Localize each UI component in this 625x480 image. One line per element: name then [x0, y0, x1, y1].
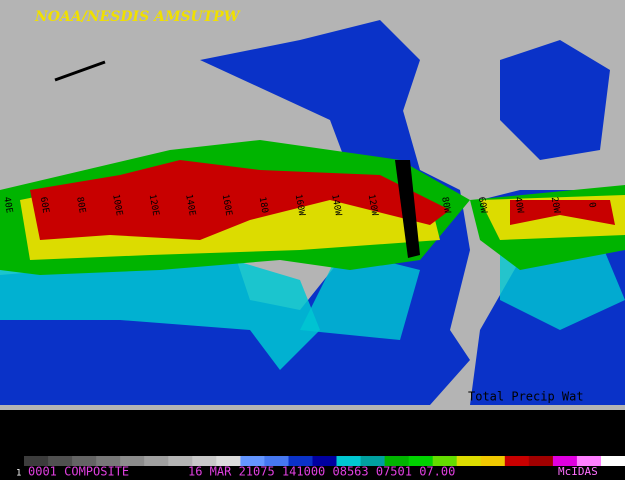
colorbar-swatch	[576, 456, 602, 466]
map-title: NOAA/NESDIS AMSUTPW	[34, 9, 241, 25]
software-name: McIDAS	[558, 465, 598, 478]
colorbar-swatch	[456, 456, 482, 466]
product-name: 0001 COMPOSITE	[28, 465, 129, 479]
colorbar	[0, 456, 625, 466]
longitude-label: 80E	[74, 196, 87, 214]
colorbar-swatch	[0, 456, 25, 466]
colorbar-swatch	[120, 456, 145, 466]
longitude-label: 160W	[293, 194, 307, 218]
colorbar-swatch	[312, 456, 337, 466]
colorbar-swatch	[336, 456, 361, 466]
longitude-label: 0	[586, 202, 597, 209]
longitude-label: 160E	[220, 194, 234, 217]
longitude-label: 40W	[512, 196, 525, 214]
colorbar-swatch	[240, 456, 265, 466]
colorbar-swatch	[168, 456, 193, 466]
longitude-label: 140E	[183, 194, 197, 217]
longitude-label: 140W	[329, 194, 343, 218]
longitude-label: 80W	[439, 196, 452, 214]
longitude-label: 100E	[110, 194, 124, 217]
colorbar-swatch	[216, 456, 241, 466]
colorbar-swatch	[24, 456, 49, 466]
longitude-label: 20W	[549, 196, 562, 214]
ocean-field	[0, 20, 625, 405]
colorbar-swatch	[48, 456, 73, 466]
colorbar-swatch	[432, 456, 458, 466]
longitude-label: 60W	[476, 196, 489, 214]
longitude-label: 40E	[1, 196, 14, 214]
colorbar-swatch	[192, 456, 217, 466]
longitude-label: 60E	[38, 196, 51, 214]
colorbar-swatch	[504, 456, 530, 466]
colorbar-swatch	[408, 456, 434, 466]
longitude-labels: 40E 60E 80E 100E 120E 140E 160E 180 160W 140W 120W…	[1, 194, 597, 218]
frame-number: 1	[16, 469, 21, 479]
legend-label: Total Precip Wat	[468, 390, 584, 404]
longitude-label: 120W	[366, 194, 380, 218]
colorbar-swatch	[601, 456, 625, 466]
longitude-label: 120E	[147, 194, 161, 217]
colorbar-swatch	[552, 456, 578, 466]
longitude-label: 100W	[402, 194, 416, 218]
colorbar-swatch	[72, 456, 97, 466]
image-info: 16 MAR 21075 141000 08563 07501 07.00	[188, 465, 455, 479]
colorbar-swatch	[96, 456, 121, 466]
colorbar-swatch	[264, 456, 289, 466]
colorbar-swatch	[480, 456, 506, 466]
colorbar-swatch	[528, 456, 554, 466]
colorbar-swatch	[288, 456, 313, 466]
colorbar-swatch	[360, 456, 386, 466]
longitude-label: 180	[257, 196, 270, 214]
colorbar-swatch	[144, 456, 169, 466]
colorbar-swatch	[384, 456, 410, 466]
